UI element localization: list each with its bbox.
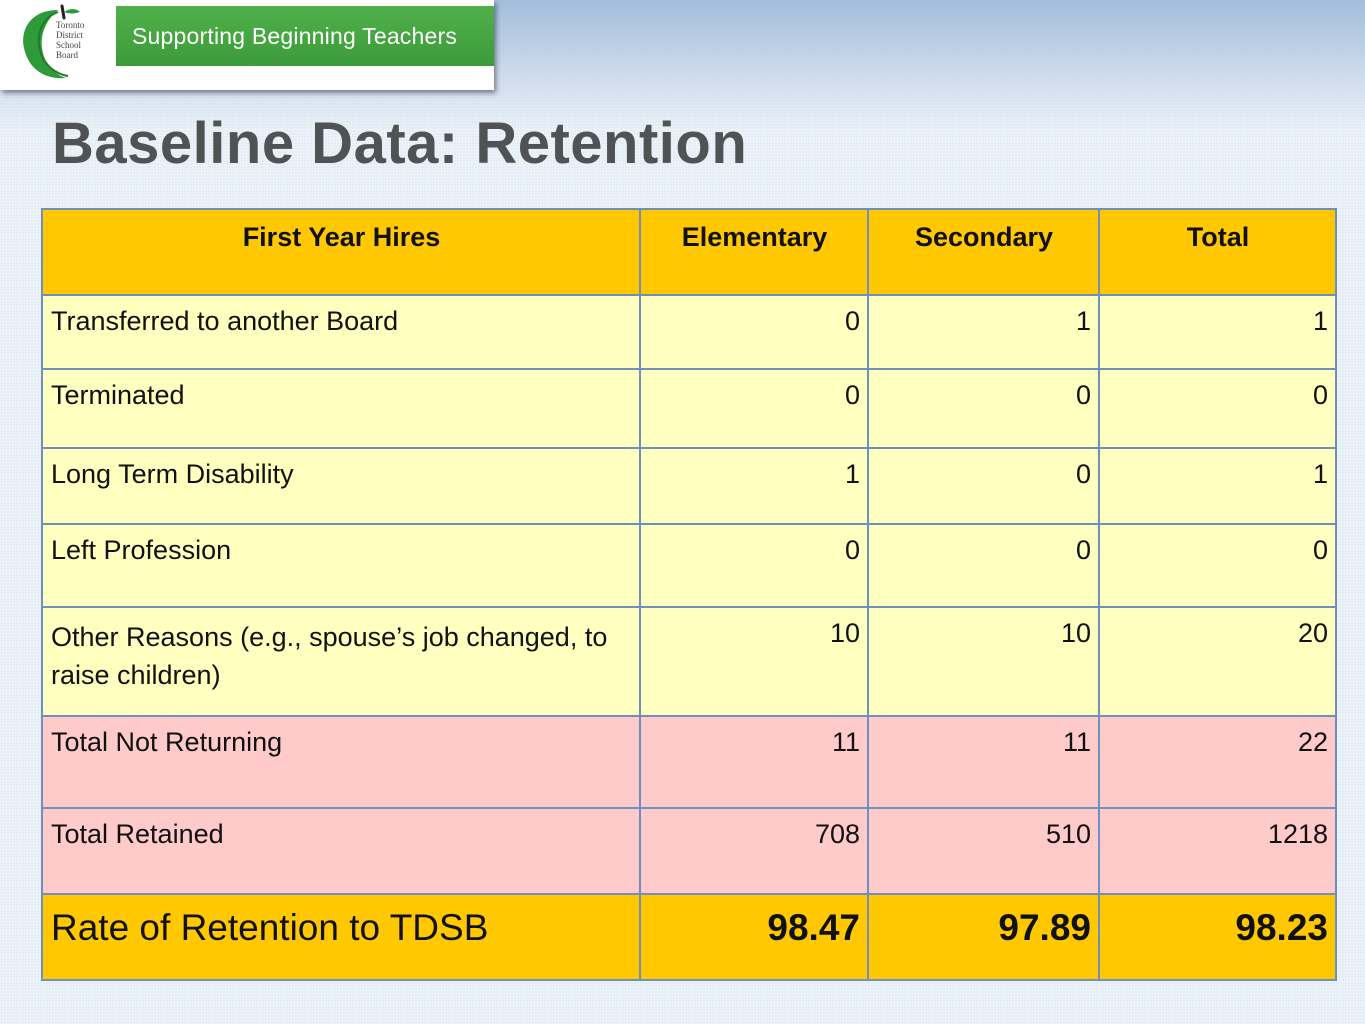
table-row: Other Reasons (e.g., spouse’s job change… [41,606,1337,717]
cell-value: 0 [867,447,1100,525]
row-label: Other Reasons (e.g., spouse’s job change… [41,606,641,717]
page-title: Baseline Data: Retention [52,111,748,176]
cell-value: 0 [867,368,1100,449]
table-row-total: Total Retained 708 510 1218 [41,807,1337,895]
cell-value: 1218 [1098,807,1337,895]
cell-value: 0 [1098,368,1337,449]
table-row: Left Profession 0 0 0 [41,523,1337,608]
cell-value: 1 [867,294,1100,370]
table-row-total: Total Not Returning 11 11 22 [41,715,1337,809]
row-label: Rate of Retention to TDSB [41,893,641,981]
table-header-row: First Year Hires Elementary Secondary To… [41,208,1337,296]
row-label: Transferred to another Board [41,294,641,370]
cell-value: 0 [639,294,869,370]
cell-value: 98.47 [639,893,869,981]
column-header: First Year Hires [41,208,641,296]
cell-value: 1 [1098,294,1337,370]
cell-value: 11 [867,715,1100,809]
table-row-rate: Rate of Retention to TDSB 98.47 97.89 98… [41,893,1337,981]
row-label: Terminated [41,368,641,449]
tdsb-apple-logo [23,4,80,79]
cell-value: 0 [639,368,869,449]
cell-value: 0 [867,523,1100,608]
cell-value: 98.23 [1098,893,1337,981]
cell-value: 11 [639,715,869,809]
row-label: Long Term Disability [41,447,641,525]
table-row: Long Term Disability 1 0 1 [41,447,1337,525]
cell-value: 10 [867,606,1100,717]
column-header: Elementary [639,208,869,296]
cell-value: 22 [1098,715,1337,809]
cell-value: 20 [1098,606,1337,717]
cell-value: 1 [639,447,869,525]
column-header: Total [1098,208,1337,296]
header-banner: Toronto District School Board Supporting… [0,0,494,90]
cell-value: 10 [639,606,869,717]
logo-text: Toronto District School Board [56,20,85,60]
cell-value: 97.89 [867,893,1100,981]
cell-value: 0 [639,523,869,608]
row-label: Left Profession [41,523,641,608]
row-label: Total Not Returning [41,715,641,809]
banner-title: Supporting Beginning Teachers [116,6,494,66]
cell-value: 510 [867,807,1100,895]
row-label: Total Retained [41,807,641,895]
retention-table: First Year Hires Elementary Secondary To… [41,208,1337,981]
table-row: Terminated 0 0 0 [41,368,1337,449]
cell-value: 0 [1098,523,1337,608]
table-row: Transferred to another Board 0 1 1 [41,294,1337,370]
column-header: Secondary [867,208,1100,296]
cell-value: 708 [639,807,869,895]
cell-value: 1 [1098,447,1337,525]
